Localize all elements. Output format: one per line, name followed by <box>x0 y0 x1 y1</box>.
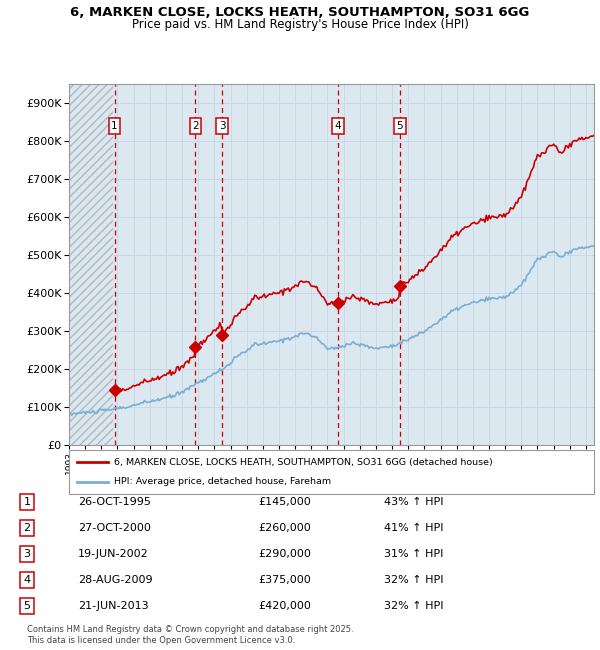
Text: £260,000: £260,000 <box>258 523 311 533</box>
Text: 32% ↑ HPI: 32% ↑ HPI <box>384 575 443 585</box>
Text: 4: 4 <box>335 121 341 131</box>
Text: 3: 3 <box>218 121 225 131</box>
Text: 2: 2 <box>192 121 199 131</box>
Text: 43% ↑ HPI: 43% ↑ HPI <box>384 497 443 507</box>
Text: 3: 3 <box>23 549 31 559</box>
Text: 27-OCT-2000: 27-OCT-2000 <box>78 523 151 533</box>
Text: 2: 2 <box>23 523 31 533</box>
Bar <box>69 84 113 445</box>
Text: £145,000: £145,000 <box>258 497 311 507</box>
Text: 19-JUN-2002: 19-JUN-2002 <box>78 549 149 559</box>
Text: 41% ↑ HPI: 41% ↑ HPI <box>384 523 443 533</box>
Text: 5: 5 <box>397 121 403 131</box>
Text: 32% ↑ HPI: 32% ↑ HPI <box>384 601 443 611</box>
Text: 1: 1 <box>23 497 31 507</box>
Text: Price paid vs. HM Land Registry's House Price Index (HPI): Price paid vs. HM Land Registry's House … <box>131 18 469 31</box>
Text: 26-OCT-1995: 26-OCT-1995 <box>78 497 151 507</box>
Text: 6, MARKEN CLOSE, LOCKS HEATH, SOUTHAMPTON, SO31 6GG: 6, MARKEN CLOSE, LOCKS HEATH, SOUTHAMPTO… <box>70 6 530 20</box>
Text: 1: 1 <box>111 121 118 131</box>
Text: £290,000: £290,000 <box>258 549 311 559</box>
Text: 31% ↑ HPI: 31% ↑ HPI <box>384 549 443 559</box>
Text: 21-JUN-2013: 21-JUN-2013 <box>78 601 149 611</box>
Text: £420,000: £420,000 <box>258 601 311 611</box>
Text: 4: 4 <box>23 575 31 585</box>
Text: 6, MARKEN CLOSE, LOCKS HEATH, SOUTHAMPTON, SO31 6GG (detached house): 6, MARKEN CLOSE, LOCKS HEATH, SOUTHAMPTO… <box>113 458 493 467</box>
Text: £375,000: £375,000 <box>258 575 311 585</box>
Text: 5: 5 <box>23 601 31 611</box>
Text: 28-AUG-2009: 28-AUG-2009 <box>78 575 152 585</box>
Text: HPI: Average price, detached house, Fareham: HPI: Average price, detached house, Fare… <box>113 477 331 486</box>
Text: Contains HM Land Registry data © Crown copyright and database right 2025.
This d: Contains HM Land Registry data © Crown c… <box>27 625 353 645</box>
